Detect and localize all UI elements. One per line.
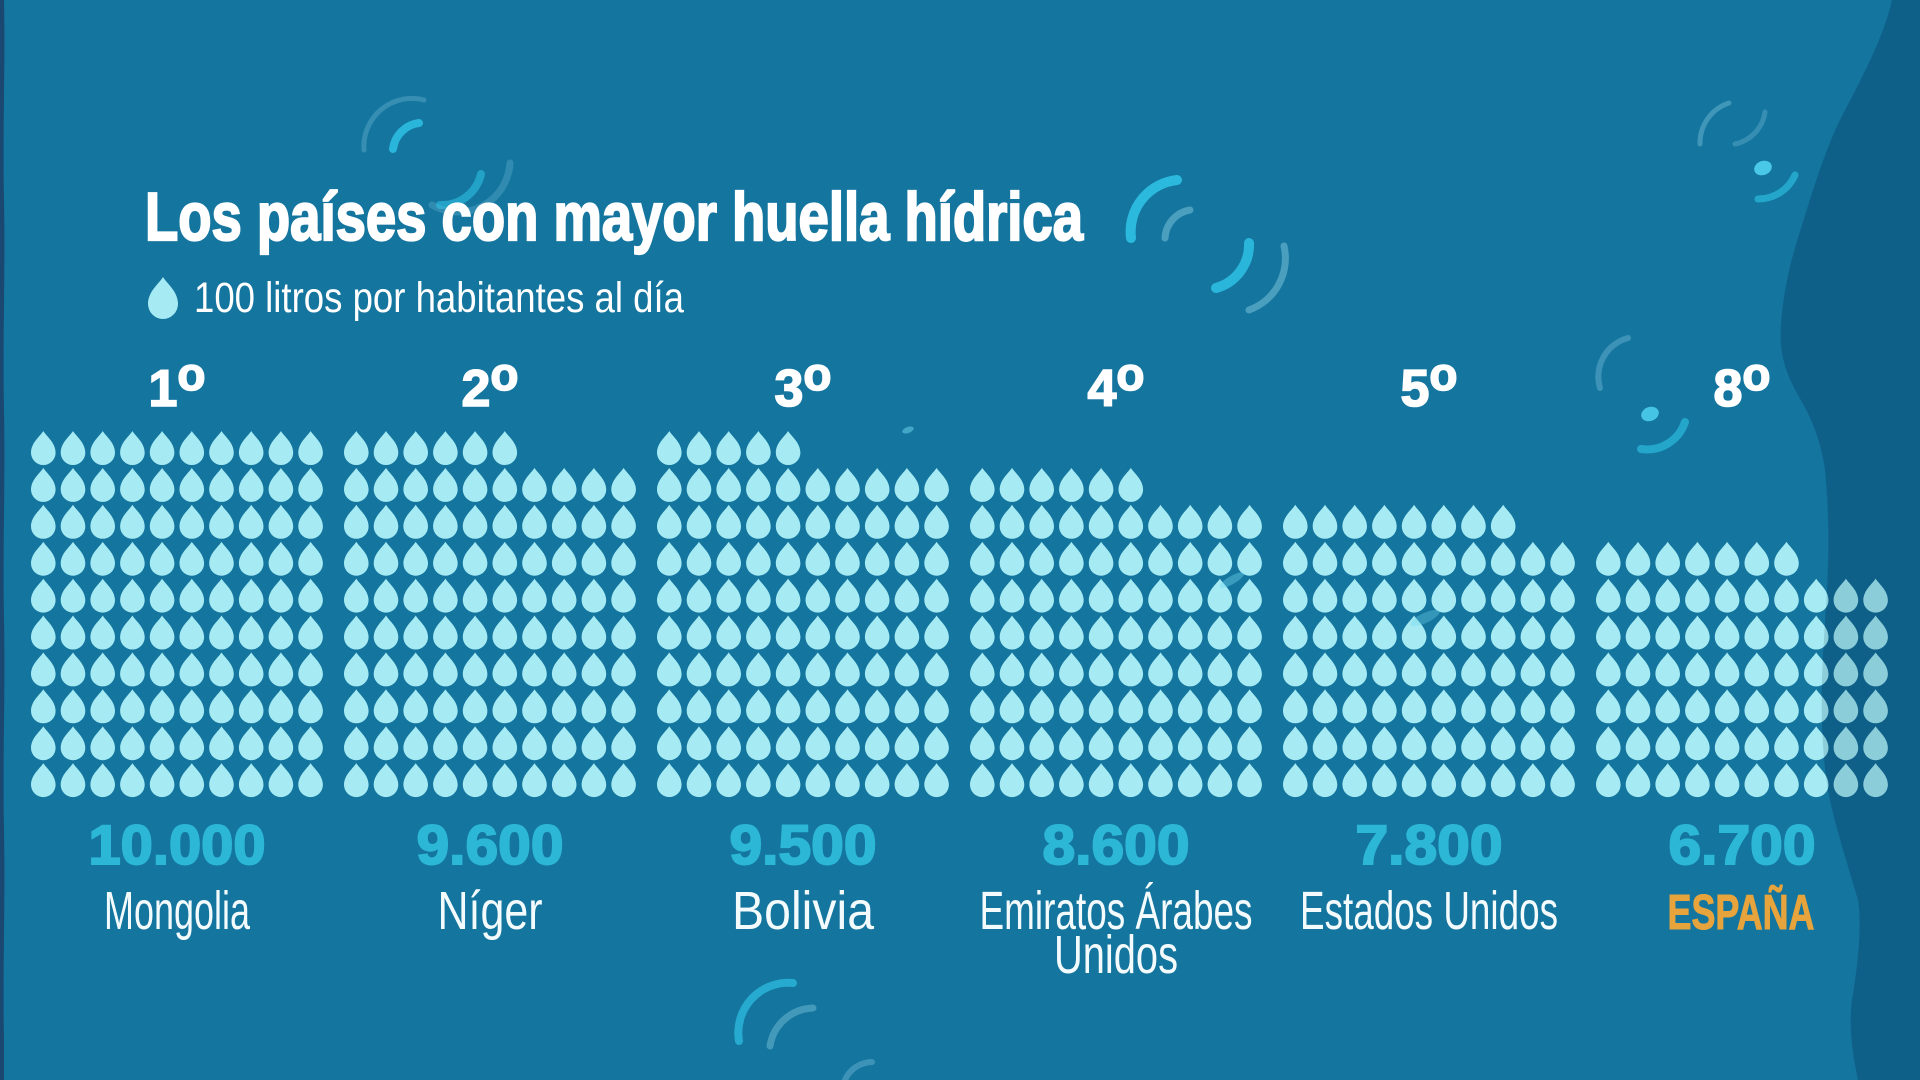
svg-text:Mongolia: Mongolia bbox=[104, 881, 251, 941]
svg-text:Estados Unidos: Estados Unidos bbox=[1300, 881, 1558, 941]
svg-text:100 litros por habitantes al d: 100 litros por habitantes al día bbox=[194, 274, 684, 322]
svg-text:Bolivia: Bolivia bbox=[732, 881, 875, 941]
svg-text:8.600: 8.600 bbox=[1043, 813, 1190, 876]
svg-text:7.800: 7.800 bbox=[1356, 813, 1503, 876]
svg-text:6.700: 6.700 bbox=[1669, 813, 1816, 876]
svg-text:10.000: 10.000 bbox=[89, 813, 266, 876]
svg-text:5o: 5o bbox=[1400, 348, 1457, 418]
svg-text:Emiratos Árabes: Emiratos Árabes bbox=[980, 881, 1253, 941]
svg-text:Níger: Níger bbox=[438, 881, 543, 941]
svg-text:9.500: 9.500 bbox=[730, 813, 877, 876]
svg-text:ESPAÑA: ESPAÑA bbox=[1668, 886, 1815, 940]
svg-text:3o: 3o bbox=[774, 348, 831, 418]
svg-text:Unidos: Unidos bbox=[1054, 925, 1178, 985]
svg-text:9.600: 9.600 bbox=[417, 813, 564, 876]
svg-text:Los países con mayor huella hí: Los países con mayor huella hídrica bbox=[145, 179, 1084, 255]
svg-text:8o: 8o bbox=[1713, 348, 1770, 418]
